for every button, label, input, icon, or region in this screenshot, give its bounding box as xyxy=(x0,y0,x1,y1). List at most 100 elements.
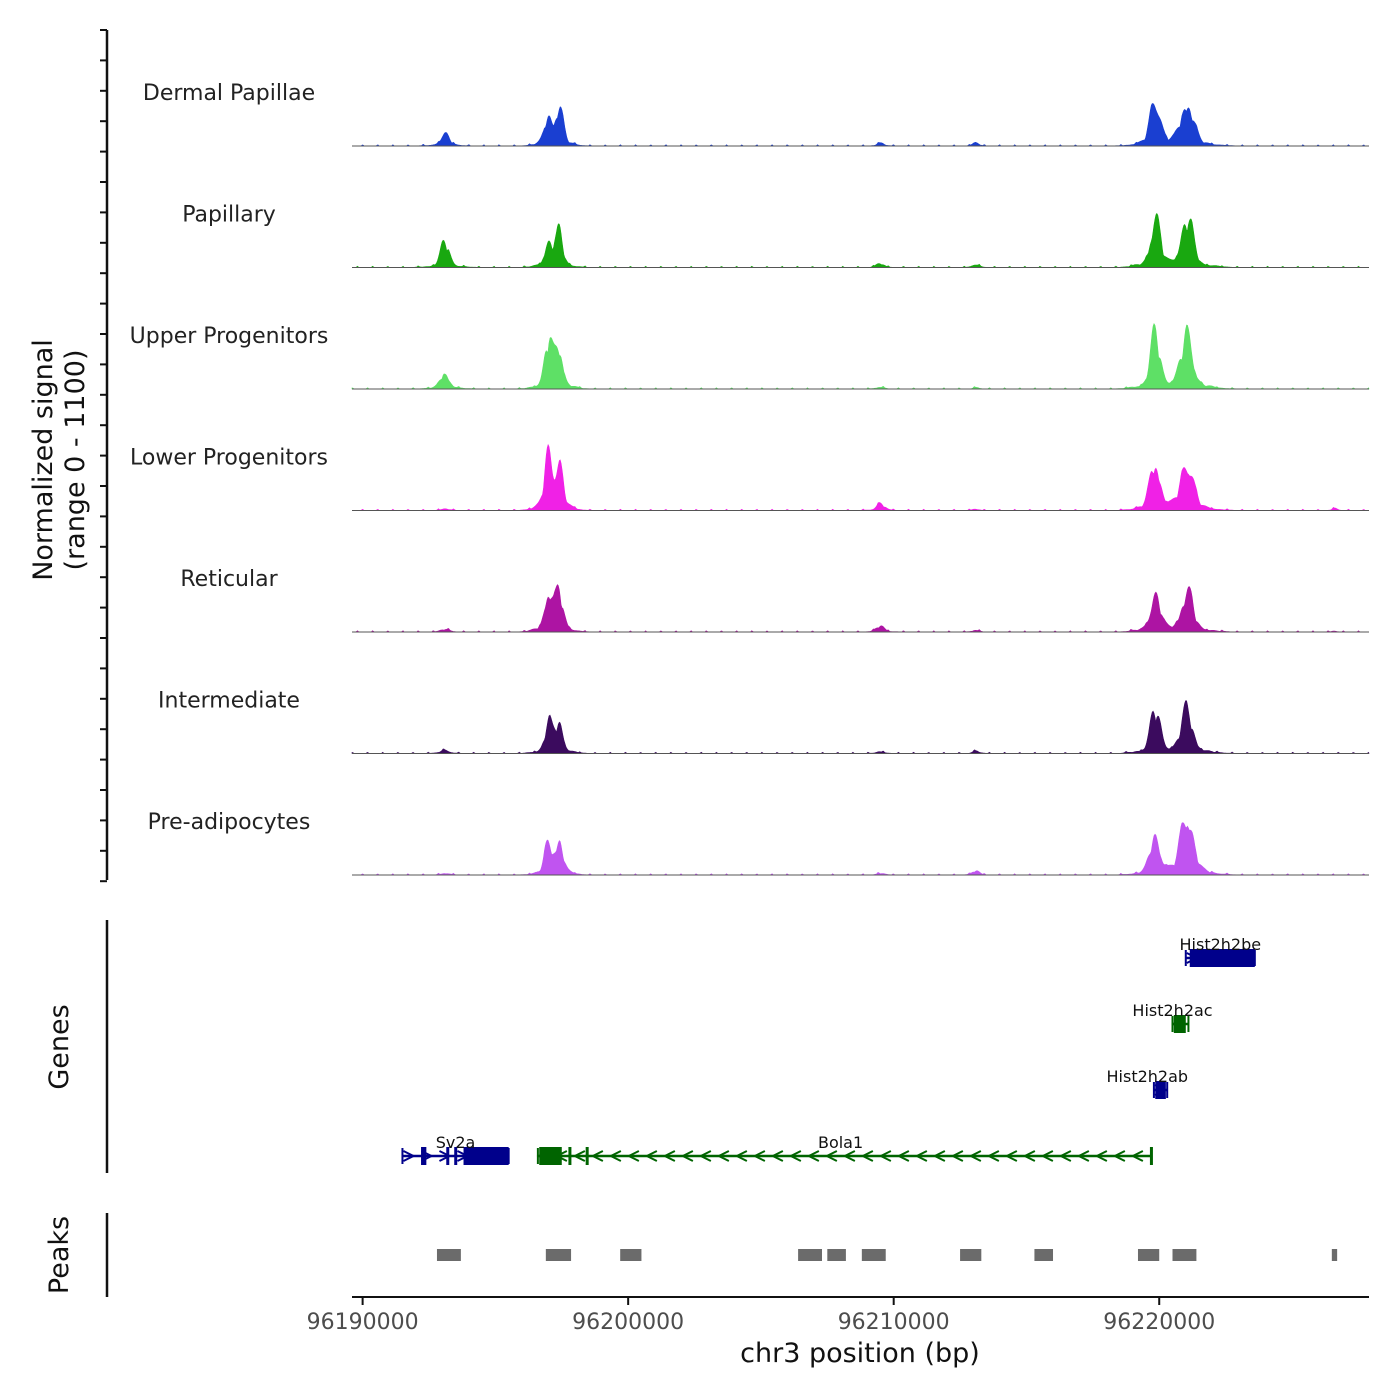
peak-region xyxy=(1034,1249,1054,1261)
gene-model: Hist2h2be xyxy=(1180,935,1262,967)
genes-title: Genes xyxy=(44,1004,75,1089)
strand-arrow xyxy=(716,1150,730,1162)
gene-label: Bola1 xyxy=(818,1133,863,1152)
coverage-track: Intermediate xyxy=(158,689,1370,754)
gene-model: Hist2h2ab xyxy=(1107,1067,1189,1099)
gene-exon xyxy=(1149,1147,1153,1165)
strand-arrow xyxy=(439,1150,452,1162)
strand-arrow xyxy=(860,1150,874,1162)
strand-arrow xyxy=(824,1150,838,1162)
coverage-area xyxy=(352,584,1369,633)
x-axis-title: chr3 position (bp) xyxy=(740,1338,980,1369)
strand-arrow xyxy=(752,1150,766,1162)
peak-region xyxy=(436,1249,461,1261)
gene-exon xyxy=(539,1147,558,1165)
peak-region xyxy=(1331,1249,1338,1261)
x-tick-label: 96200000 xyxy=(572,1310,684,1335)
coverage-track: Dermal Papillae xyxy=(143,81,1369,147)
gene-exon xyxy=(585,1147,589,1165)
strand-arrow xyxy=(986,1150,1000,1162)
gene-exon xyxy=(454,1147,458,1165)
gene-exon xyxy=(1155,1081,1166,1099)
coverage-area xyxy=(352,443,1369,511)
track-label: Lower Progenitors xyxy=(130,446,328,471)
strand-arrow xyxy=(950,1150,964,1162)
gene-annotations: Hist2h2be Hist2h2ac Hist2h2ab Sv2a Bola1 xyxy=(401,935,1262,1165)
coverage-area xyxy=(351,323,1370,390)
strand-arrow xyxy=(1022,1150,1036,1162)
coverage-track: Pre-adipocytes xyxy=(148,810,1369,876)
track-label: Dermal Papillae xyxy=(143,81,315,106)
strand-arrow xyxy=(403,1150,416,1162)
strand-arrow xyxy=(1004,1150,1018,1162)
gene-exon xyxy=(1189,949,1255,967)
strand-arrow xyxy=(644,1150,658,1162)
coverage-axis-ticks xyxy=(100,29,107,883)
coverage-track: Reticular xyxy=(180,567,1369,633)
strand-arrow xyxy=(1094,1150,1108,1162)
track-label: Upper Progenitors xyxy=(130,324,329,349)
coverage-track: Lower Progenitors xyxy=(130,443,1369,511)
gene-model: Sv2a xyxy=(401,1133,510,1165)
strand-arrow xyxy=(788,1150,802,1162)
coverage-area xyxy=(352,822,1369,876)
strand-arrow xyxy=(842,1150,856,1162)
strand-arrow xyxy=(1058,1150,1072,1162)
strand-arrow xyxy=(878,1150,892,1162)
gene-label: Hist2h2be xyxy=(1180,935,1262,954)
x-tick-label: 96220000 xyxy=(1103,1310,1215,1335)
strand-arrow xyxy=(662,1150,676,1162)
strand-arrow xyxy=(932,1150,946,1162)
peak-region xyxy=(960,1249,982,1261)
peak-region xyxy=(1172,1249,1197,1261)
peak-region xyxy=(798,1249,822,1261)
gene-exon xyxy=(463,1147,509,1165)
strand-arrow xyxy=(680,1150,694,1162)
peak-regions xyxy=(436,1249,1338,1261)
y-axis-title: Normalized signal xyxy=(28,339,59,581)
x-axis-ticks: 96190000 96200000 96210000 96220000 xyxy=(307,1297,1215,1335)
gene-exon xyxy=(421,1147,427,1165)
x-tick-label: 96210000 xyxy=(838,1310,950,1335)
strand-arrow xyxy=(896,1150,910,1162)
strand-arrow xyxy=(968,1150,982,1162)
gene-model: Bola1 xyxy=(536,1133,1153,1165)
gene-exon xyxy=(1173,1015,1186,1033)
gene-exon xyxy=(556,1147,562,1165)
coverage-tracks: Dermal Papillae Papillary Upper Progenitor… xyxy=(130,81,1370,876)
coverage-area xyxy=(351,700,1370,754)
peak-region xyxy=(1137,1249,1160,1261)
gene-label: Hist2h2ab xyxy=(1107,1067,1189,1086)
strand-arrow xyxy=(806,1150,820,1162)
strand-arrow xyxy=(608,1150,622,1162)
gene-label: Hist2h2ac xyxy=(1132,1001,1212,1020)
gene-exon xyxy=(568,1147,572,1165)
track-label: Intermediate xyxy=(158,689,300,714)
peak-region xyxy=(620,1249,642,1261)
gene-model: Hist2h2ac xyxy=(1132,1001,1213,1033)
coverage-axis xyxy=(100,29,109,883)
strand-arrow xyxy=(1040,1150,1054,1162)
coverage-area xyxy=(352,103,1369,147)
strand-arrow xyxy=(1076,1150,1090,1162)
y-axis-range-label: (range 0 - 1100) xyxy=(60,350,91,571)
strand-arrow xyxy=(734,1150,748,1162)
peak-region xyxy=(545,1249,572,1261)
strand-arrow xyxy=(590,1150,604,1162)
strand-arrow xyxy=(1112,1150,1126,1162)
strand-arrow xyxy=(1130,1150,1144,1162)
strand-arrow xyxy=(626,1150,640,1162)
track-label: Reticular xyxy=(180,567,278,592)
strand-arrow xyxy=(572,1150,586,1162)
x-tick-label: 96190000 xyxy=(307,1310,419,1335)
gene-exon xyxy=(446,1147,450,1165)
peak-region xyxy=(827,1249,846,1261)
peak-region xyxy=(861,1249,886,1261)
track-label: Pre-adipocytes xyxy=(148,810,311,835)
track-label: Papillary xyxy=(182,203,276,228)
coverage-track: Papillary xyxy=(182,203,1369,268)
coverage-track: Upper Progenitors xyxy=(130,323,1370,390)
coverage-area xyxy=(352,212,1369,268)
gene-label: Sv2a xyxy=(436,1133,476,1152)
